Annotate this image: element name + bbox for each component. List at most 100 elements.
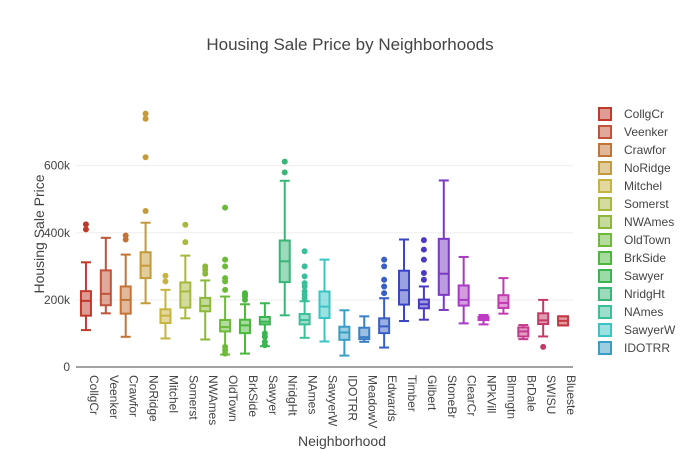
x-tick-label: SawyerW (326, 375, 340, 427)
x-tick-label: Sawyer (266, 375, 280, 415)
outlier-point (301, 248, 308, 255)
iqr-box (318, 290, 331, 320)
legend-label: Somerst (624, 197, 669, 211)
x-axis-ticks: CollgCr Veenker Crawfor NoRidge Mitchel Somer… (87, 375, 578, 428)
box-Mitchel (159, 272, 172, 340)
legend-swatch (598, 179, 612, 193)
legend-item[interactable]: Mitchel (598, 179, 662, 193)
boxes (79, 110, 570, 357)
legend-swatch (598, 341, 612, 355)
legend-item[interactable]: NWAmes (598, 215, 674, 229)
outlier-point (222, 263, 229, 270)
legend-item[interactable]: Sawyer (598, 269, 664, 283)
box-NWAmes (199, 263, 212, 341)
box-SawyerW (318, 258, 331, 343)
outlier-point (82, 221, 89, 228)
outlier-point (182, 221, 189, 228)
legend-swatch (598, 323, 612, 337)
legend-item[interactable]: CollgCr (598, 107, 664, 121)
legend-label: NAmes (624, 305, 663, 319)
legend-item[interactable]: BrkSide (598, 251, 666, 265)
outlier-point (222, 204, 229, 211)
outlier-point (281, 169, 288, 176)
x-tick-label: Blmngtn (504, 375, 518, 419)
legend-swatch (598, 305, 612, 319)
outlier-point (420, 237, 427, 244)
iqr-box (79, 290, 92, 317)
iqr-box (497, 294, 510, 309)
x-tick-label: StoneBr (445, 375, 459, 418)
legend-label: BrkSide (624, 251, 666, 265)
legend: CollgCr Veenker Crawfor NoRidge Mitchel Somer… (598, 107, 676, 355)
legend-item[interactable]: NridgHt (598, 287, 665, 301)
outlier-point (142, 207, 149, 214)
y-tick-label: 0 (63, 360, 70, 374)
x-tick-label: SWISU (544, 375, 558, 414)
x-tick-label: Edwards (385, 375, 399, 422)
x-tick-label: NridgHt (286, 375, 300, 416)
outlier-point (182, 239, 189, 246)
box-CollgCr (79, 221, 92, 332)
x-tick-label: Timber (405, 375, 419, 412)
outlier-point (162, 272, 169, 279)
legend-swatch (598, 251, 612, 265)
iqr-box (457, 284, 470, 307)
box-Gilbert (417, 237, 430, 321)
legend-item[interactable]: SawyerW (598, 323, 676, 337)
legend-swatch (598, 125, 612, 139)
outlier-point (420, 256, 427, 263)
x-tick-label: Mitchel (166, 375, 180, 413)
box-BrkSide (238, 290, 251, 355)
legend-item[interactable]: Veenker (598, 125, 668, 139)
x-tick-label: BrkSide (246, 375, 260, 417)
x-tick-label: Somerst (186, 375, 200, 420)
legend-label: Sawyer (624, 269, 664, 283)
x-tick-label: NoRidge (147, 375, 161, 422)
box-ClearCr (457, 255, 470, 325)
x-tick-label: NWAmes (206, 375, 220, 425)
legend-swatch (598, 197, 612, 211)
iqr-box (219, 319, 232, 333)
x-tick-label: CollgCr (87, 375, 101, 415)
iqr-box (358, 326, 371, 341)
iqr-box (238, 318, 251, 335)
x-tick-label: OldTown (226, 375, 240, 422)
legend-item[interactable]: NAmes (598, 305, 663, 319)
x-tick-label: BrDale (524, 375, 538, 412)
outlier-point (142, 115, 149, 122)
box-Sawyer (258, 302, 271, 349)
outlier-point (82, 226, 89, 233)
outlier-point (222, 343, 229, 350)
outlier-point (540, 343, 547, 350)
legend-item[interactable]: IDOTRR (598, 341, 670, 355)
outlier-point (420, 246, 427, 253)
outlier-point (381, 283, 388, 290)
legend-item[interactable]: NoRidge (598, 161, 671, 175)
outlier-point (222, 275, 229, 282)
iqr-box (199, 296, 212, 313)
legend-swatch (598, 161, 612, 175)
legend-label: NoRidge (624, 161, 671, 175)
x-tick-label: IDOTRR (345, 375, 359, 421)
legend-item[interactable]: OldTown (598, 233, 671, 247)
legend-item[interactable]: Somerst (598, 197, 669, 211)
legend-swatch (598, 143, 612, 157)
legend-swatch (598, 215, 612, 229)
box-Timber (398, 238, 411, 323)
box-NoRidge (139, 110, 152, 305)
outlier-point (142, 110, 149, 117)
box-Veenker (99, 236, 112, 315)
y-axis-ticks: 0 200k 400k 600k (44, 159, 71, 374)
outlier-point (142, 154, 149, 161)
box-BrDale (517, 324, 530, 341)
iqr-box (258, 316, 271, 326)
outlier-point (162, 278, 169, 285)
x-tick-label: Blueste (564, 375, 578, 415)
legend-label: Crawfor (624, 143, 666, 157)
y-tick-label: 200k (44, 293, 71, 307)
box-Blmngtn (497, 277, 510, 315)
y-tick-label: 600k (44, 159, 71, 173)
legend-label: Veenker (624, 125, 668, 139)
outlier-point (222, 286, 229, 293)
legend-item[interactable]: Crawfor (598, 143, 666, 157)
